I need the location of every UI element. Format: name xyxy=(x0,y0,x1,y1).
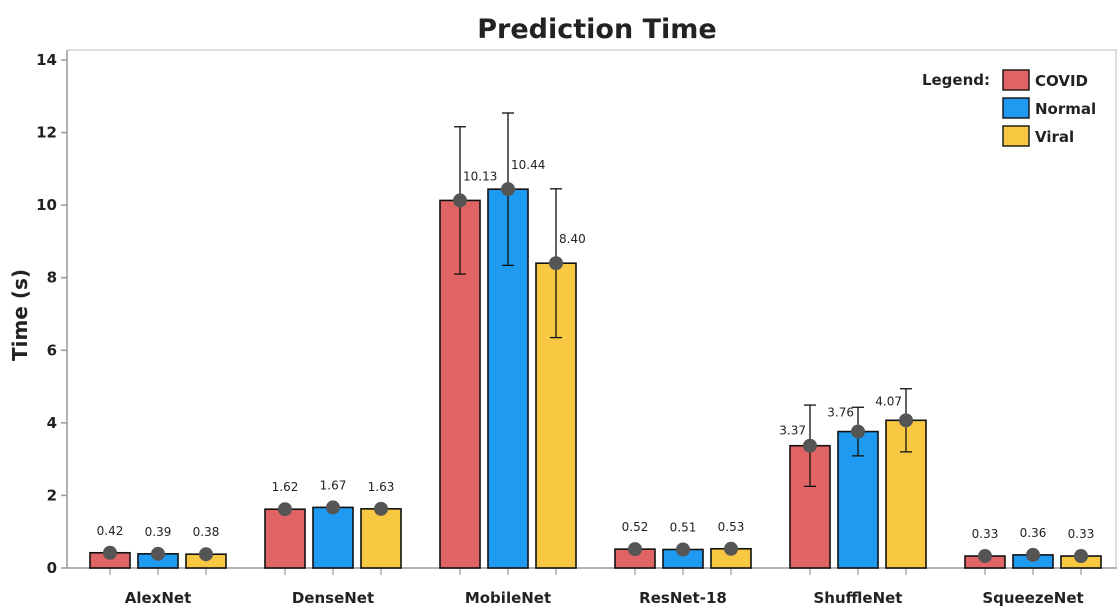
y-tick-label: 6 xyxy=(47,341,57,359)
x-tick-label: MobileNet xyxy=(465,589,551,607)
value-marker xyxy=(803,438,817,453)
legend-swatch xyxy=(1002,125,1030,147)
axes: 0 2 4 6 8 10 12 14 AlexNet DenseNet MobileNet ResNe… xyxy=(36,49,1117,607)
value-marker xyxy=(453,193,467,208)
data-labels: 0.42 1.62 10.13 0.52 3.37 0.33 0.39 1.67 10.44 0.… xyxy=(97,158,1095,541)
x-tick-label: SqueezeNet xyxy=(982,589,1083,607)
data-label: 10.13 xyxy=(463,169,497,183)
value-marker xyxy=(549,256,563,271)
value-marker xyxy=(326,500,340,515)
y-tick-label: 4 xyxy=(47,414,57,432)
data-label: 1.67 xyxy=(320,478,347,492)
value-marker xyxy=(199,547,213,562)
legend-item-covid: COVID xyxy=(1035,72,1088,90)
data-label: 10.44 xyxy=(511,158,545,172)
legend-item-normal: Normal xyxy=(1035,100,1096,118)
value-marker xyxy=(851,424,865,439)
data-label: 0.36 xyxy=(1020,526,1047,540)
legend: Legend: COVID Normal Viral xyxy=(922,69,1096,147)
data-label: 1.63 xyxy=(368,480,395,494)
value-marker xyxy=(724,541,738,556)
data-label: 0.52 xyxy=(622,520,649,534)
data-label: 8.40 xyxy=(559,232,586,246)
y-tick-label: 0 xyxy=(47,559,57,577)
data-label: 0.53 xyxy=(718,520,745,534)
value-marker xyxy=(103,545,117,560)
legend-item-viral: Viral xyxy=(1035,128,1074,146)
x-tick-label: ShuffleNet xyxy=(814,589,903,607)
data-label: 0.39 xyxy=(145,525,172,539)
bar-viral xyxy=(360,508,402,569)
bar-normal xyxy=(312,506,354,569)
value-marker xyxy=(1026,547,1040,562)
legend-swatch xyxy=(1002,97,1030,119)
bar-covid xyxy=(264,508,306,569)
value-marker xyxy=(978,549,992,564)
data-label: 3.37 xyxy=(779,424,806,438)
data-label: 1.62 xyxy=(272,480,299,494)
y-tick-label: 8 xyxy=(47,269,57,287)
value-marker xyxy=(501,182,515,197)
data-label: 0.38 xyxy=(193,525,220,539)
legend-swatch xyxy=(1002,69,1030,91)
value-marker xyxy=(151,546,165,561)
x-tick-label: ResNet-18 xyxy=(639,589,727,607)
y-tick-label: 14 xyxy=(36,51,57,69)
y-tick-label: 2 xyxy=(47,486,57,504)
data-label: 0.51 xyxy=(670,520,697,534)
chart-title: Prediction Time xyxy=(477,14,716,45)
bars xyxy=(89,112,1102,569)
value-marker xyxy=(1074,549,1088,564)
y-tick-label: 10 xyxy=(36,196,57,214)
y-axis-label: Time (s) xyxy=(8,269,32,361)
x-tick-label: DenseNet xyxy=(292,589,374,607)
value-marker xyxy=(628,542,642,557)
data-label: 0.33 xyxy=(1068,527,1095,541)
y-tick-label: 12 xyxy=(36,124,57,142)
value-marker xyxy=(374,501,388,516)
value-marker xyxy=(278,502,292,517)
data-label: 0.42 xyxy=(97,524,124,538)
data-label: 3.76 xyxy=(827,406,854,420)
data-label: 0.33 xyxy=(972,527,999,541)
value-marker xyxy=(899,413,913,428)
value-marker xyxy=(676,542,690,557)
x-tick-label: AlexNet xyxy=(125,589,192,607)
legend-title: Legend: xyxy=(922,71,990,89)
data-label: 4.07 xyxy=(875,394,902,408)
